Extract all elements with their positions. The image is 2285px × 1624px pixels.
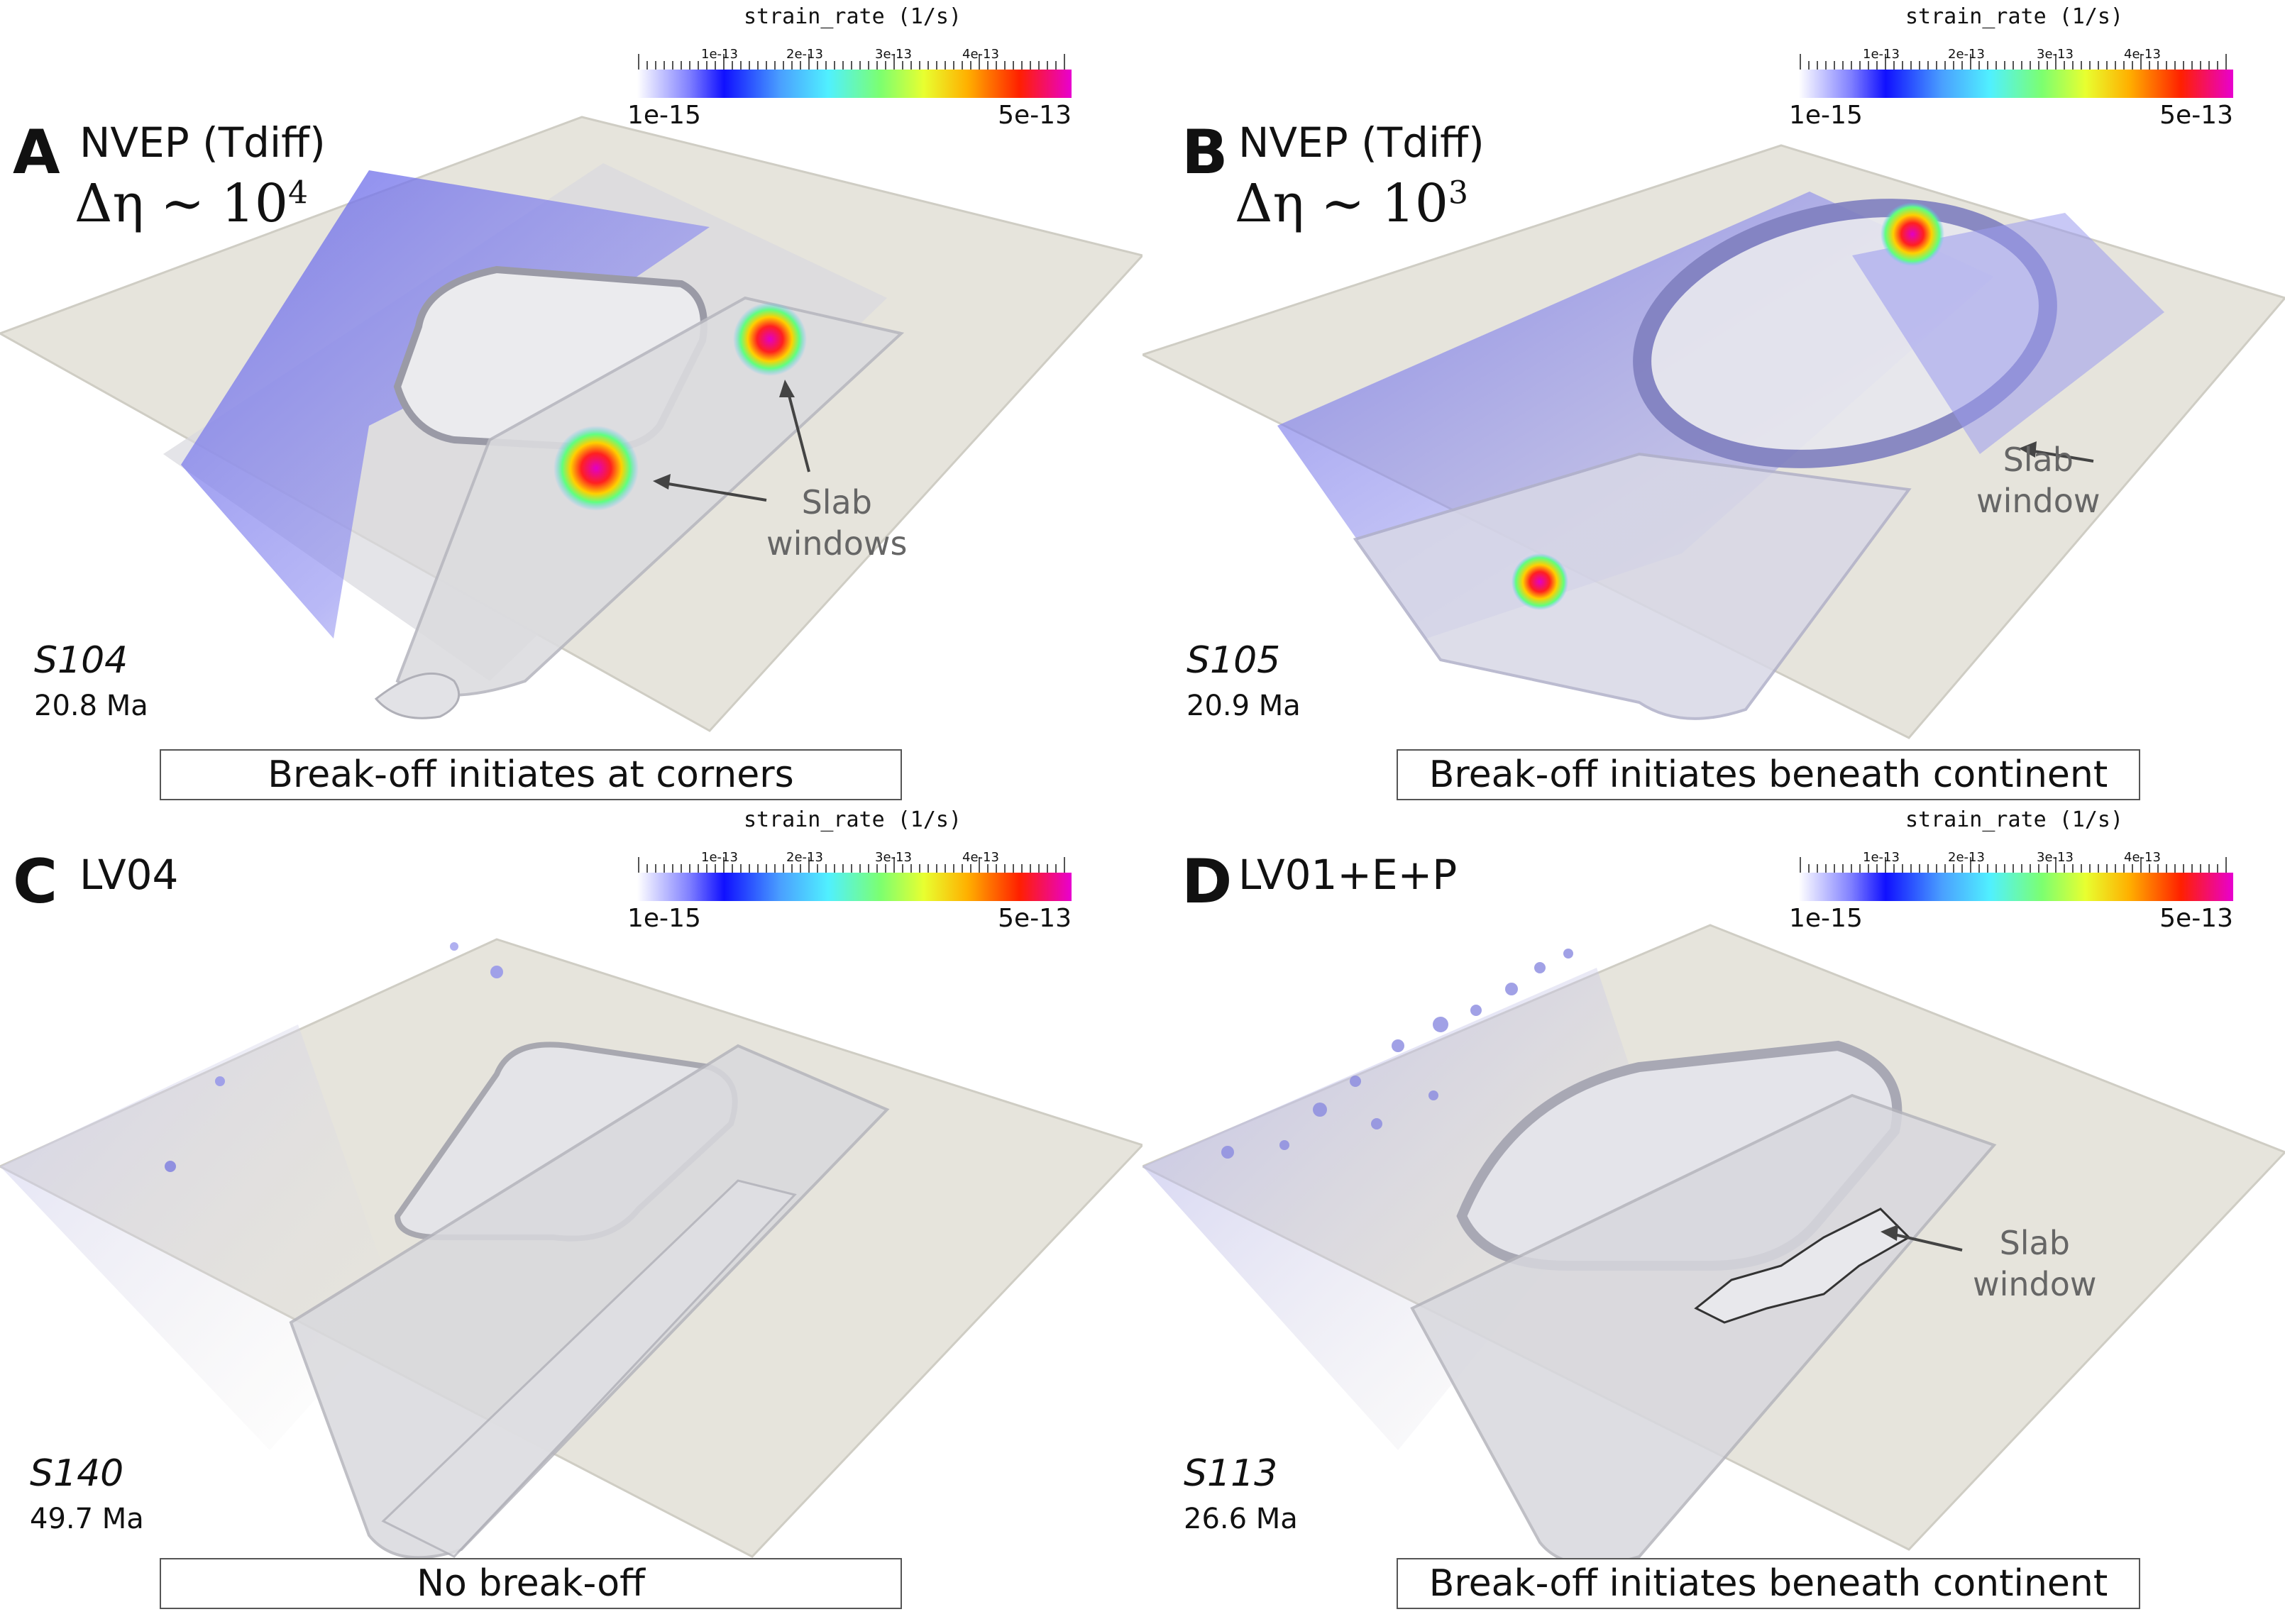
colorbar-minor-label: 1e-13: [701, 47, 738, 62]
colorbar: strain_rate (1/s) 1e-13 2e-13 3e-13 4e-1…: [1789, 4, 2233, 130]
panel-letter: C: [13, 846, 58, 917]
viscosity-contrast-base: Δη ∼ 10: [75, 173, 288, 234]
model-render-d: [1142, 924, 2285, 1567]
colorbar-minor-label: 3e-13: [2037, 850, 2074, 865]
model-age: 26.6 Ma: [1184, 1503, 1298, 1535]
colorbar-minor-label: 3e-13: [875, 850, 912, 865]
annotation-line-1: Slab: [1999, 1224, 2070, 1262]
panel-title: LV04: [79, 851, 179, 899]
panel-title: NVEP (Tdiff): [79, 118, 326, 167]
colorbar: strain_rate (1/s) 1e-13 2e-13 3e-13 4e-1…: [627, 807, 1072, 933]
colorbar-ticks: [1800, 857, 2227, 873]
colorbar-gradient: [1799, 70, 2233, 98]
panel-letter: D: [1182, 846, 1233, 917]
colorbar-minor-label: 4e-13: [2124, 47, 2161, 62]
simulation-id: S113: [1184, 1452, 1278, 1495]
slab-windows-annotation: Slab windows: [766, 482, 908, 564]
viscosity-contrast: Δη ∼ 103: [1235, 177, 1468, 230]
colorbar-minor-label: 2e-13: [786, 47, 823, 62]
colorbar-max-label: 5e-13: [2159, 904, 2233, 933]
colorbar-minor-label: 1e-13: [1863, 47, 1900, 62]
annotation-line-1: Slab: [2003, 441, 2074, 479]
colorbar-minor-label: 4e-13: [962, 47, 999, 62]
colorbar-min-label: 1e-15: [627, 101, 701, 130]
model-render-a: [0, 116, 1142, 732]
colorbar-minor-label: 3e-13: [2037, 47, 2074, 62]
viscosity-contrast: Δη ∼ 104: [75, 177, 308, 230]
panel-caption: Break-off initiates at corners: [160, 749, 902, 800]
colorbar-minor-label: 2e-13: [1948, 47, 1985, 62]
model-age: 20.8 Ma: [34, 690, 148, 722]
colorbar-gradient: [637, 873, 1072, 901]
colorbar-minor-label: 4e-13: [2124, 850, 2161, 865]
colorbar-min-label: 1e-15: [1789, 101, 1863, 130]
panel-letter: B: [1182, 117, 1228, 188]
panel-title: LV01+E+P: [1238, 851, 1458, 899]
panel-b: B NVEP (Tdiff) Δη ∼ 103 Slab window S105…: [1142, 0, 2285, 812]
simulation-id: S104: [34, 639, 128, 682]
slab-window-annotation: Slab window: [1973, 1223, 2097, 1305]
viscosity-contrast-base: Δη ∼ 10: [1235, 173, 1448, 234]
model-age: 49.7 Ma: [30, 1503, 144, 1535]
panel-caption: Break-off initiates beneath continent: [1397, 749, 2140, 800]
panel-caption: No break-off: [160, 1558, 902, 1609]
simulation-id: S140: [30, 1452, 124, 1495]
colorbar-gradient: [637, 70, 1072, 98]
colorbar-minor-label: 1e-13: [1863, 850, 1900, 865]
colorbar: strain_rate (1/s) 1e-13 2e-13 3e-13 4e-1…: [1789, 807, 2233, 933]
colorbar-max-label: 5e-13: [998, 101, 1072, 130]
colorbar-minor-label: 3e-13: [875, 47, 912, 62]
panel-title: NVEP (Tdiff): [1238, 118, 1485, 167]
colorbar-min-label: 1e-15: [627, 904, 701, 933]
annotation-line-2: window: [1973, 1264, 2097, 1303]
panel-d: D LV01+E+P Slab window S113 26.6 Ma Brea…: [1142, 807, 2285, 1623]
colorbar-minor-label: 1e-13: [701, 850, 738, 865]
colorbar: strain_rate (1/s) 1e-13 2e-13 3e-13 4e-1…: [627, 4, 1072, 130]
colorbar-ticks: [638, 54, 1065, 70]
colorbar-ticks: [638, 857, 1065, 873]
annotation-line-2: windows: [766, 524, 908, 563]
viscosity-contrast-exponent: 4: [288, 175, 308, 211]
colorbar-minor-label: 4e-13: [962, 850, 999, 865]
colorbar-max-label: 5e-13: [998, 904, 1072, 933]
colorbar-minor-label: 2e-13: [786, 850, 823, 865]
colorbar-title: strain_rate (1/s): [1905, 807, 2124, 832]
colorbar-ticks: [1800, 54, 2227, 70]
slab-window-annotation: Slab window: [1976, 440, 2100, 521]
panel-caption: Break-off initiates beneath continent: [1397, 1558, 2140, 1609]
colorbar-title: strain_rate (1/s): [744, 4, 962, 29]
colorbar-min-label: 1e-15: [1789, 904, 1863, 933]
colorbar-gradient: [1799, 873, 2233, 901]
model-age: 20.9 Ma: [1186, 690, 1301, 722]
panel-letter: A: [13, 117, 60, 188]
model-render-b: [1142, 144, 2285, 739]
annotation-line-2: window: [1976, 481, 2100, 520]
viscosity-contrast-exponent: 3: [1448, 175, 1468, 211]
colorbar-title: strain_rate (1/s): [744, 807, 962, 832]
panel-c: C LV04 S140 49.7 Ma No break-off strain_…: [0, 807, 1142, 1623]
simulation-id: S105: [1186, 639, 1281, 682]
panel-a: A NVEP (Tdiff) Δη ∼ 104 Slab windows S10…: [0, 0, 1142, 812]
colorbar-minor-label: 2e-13: [1948, 850, 1985, 865]
annotation-line-1: Slab: [801, 483, 872, 521]
colorbar-max-label: 5e-13: [2159, 101, 2233, 130]
colorbar-title: strain_rate (1/s): [1905, 4, 2124, 29]
model-render-c: [0, 938, 1142, 1559]
